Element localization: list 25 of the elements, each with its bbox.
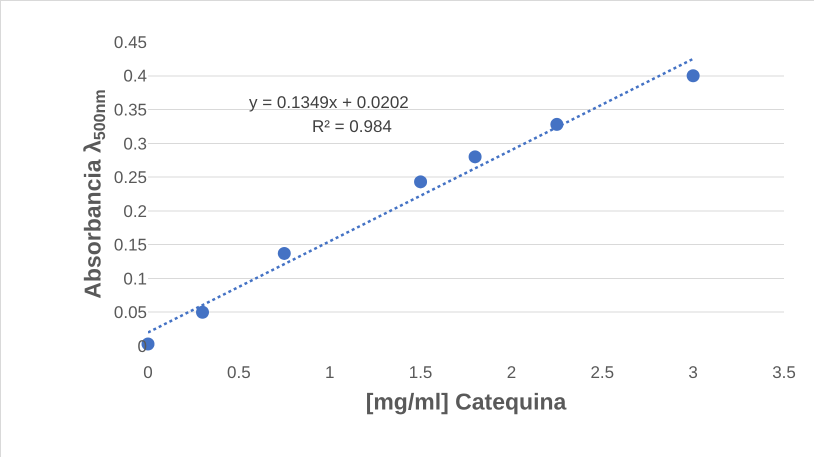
annotation: y = 0.1349x + 0.0202 xyxy=(249,93,409,112)
x-tick-label: 3 xyxy=(688,363,698,382)
x-tick-label: 3.5 xyxy=(772,363,796,382)
y-tick-label: 0.1 xyxy=(123,269,147,288)
x-tick-label: 1.5 xyxy=(408,363,432,382)
y-tick-label: 0.45 xyxy=(114,32,147,52)
x-tick-label: 2.5 xyxy=(590,363,614,382)
y-tick-label: 0.25 xyxy=(114,168,147,188)
y-tick-label: 0 xyxy=(138,336,147,356)
point xyxy=(278,246,291,260)
y-tick-label: 0.15 xyxy=(114,236,147,255)
point xyxy=(686,69,700,82)
x-tick-label: 2 xyxy=(506,363,516,382)
point xyxy=(196,306,210,319)
x-axis-title: [mg/ml] Catequina xyxy=(366,388,567,415)
y-tick-label: 0.4 xyxy=(123,66,147,86)
annotation: R² = 0.984 xyxy=(312,117,392,136)
y-tick-label: 0.35 xyxy=(114,100,147,120)
y-tick-label: 0.3 xyxy=(123,134,147,154)
x-tick-label: 1 xyxy=(324,363,334,382)
y-tick-label: 0.2 xyxy=(123,202,147,221)
y-tick-label: 0.05 xyxy=(114,303,147,322)
point xyxy=(414,175,428,188)
x-tick-label: 0.5 xyxy=(227,363,251,382)
point xyxy=(468,150,482,164)
